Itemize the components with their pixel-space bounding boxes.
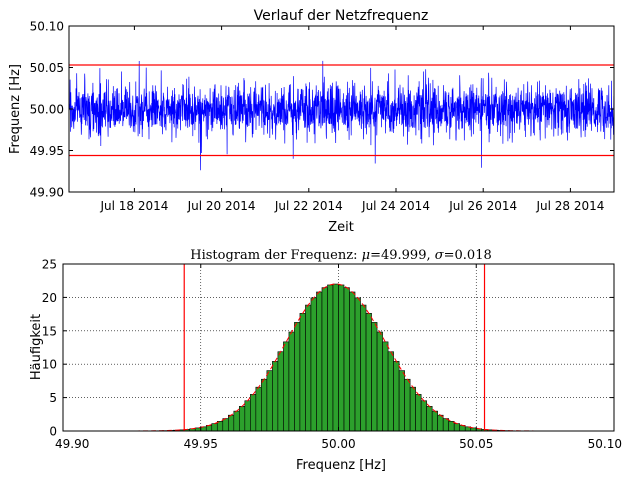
- histogram-bar: [327, 284, 334, 432]
- histogram-bar: [222, 418, 229, 432]
- histogram-bar: [266, 370, 273, 432]
- histogram-bar: [244, 400, 251, 432]
- x-tick-label: 49.90: [55, 437, 89, 451]
- histogram-bar: [437, 414, 444, 432]
- histogram-bar: [393, 361, 400, 432]
- histogram-bar: [283, 341, 290, 432]
- histogram-bar: [239, 406, 246, 432]
- histogram-bar: [272, 361, 279, 432]
- histogram-bar: [398, 370, 405, 432]
- histogram-bar: [299, 313, 306, 432]
- timeseries-x-label: Zeit: [328, 220, 354, 235]
- histogram-title-comma: ,: [426, 248, 434, 263]
- x-tick-label: 50.10: [588, 437, 622, 451]
- y-tick-label: 50.05: [30, 61, 64, 75]
- histogram-bar: [255, 386, 262, 432]
- y-tick-label: 50.10: [30, 20, 64, 34]
- series-line: [68, 60, 615, 171]
- histogram-bar: [420, 400, 427, 432]
- histogram-y-ticks: 0 5 10 15 20 25: [42, 258, 614, 439]
- x-tick-label: Jul 18 2014: [99, 199, 168, 213]
- histogram-title-eq1: =: [370, 248, 381, 263]
- histogram-bar: [294, 322, 301, 432]
- histogram-title-text: Histogram der Frequenz: [190, 248, 353, 263]
- histogram-bar: [216, 421, 224, 432]
- timeseries-data: [68, 60, 615, 171]
- histogram-title-sigma-value: 0.018: [455, 248, 492, 263]
- histogram-bar: [343, 287, 350, 432]
- x-tick-label: Jul 26 2014: [448, 199, 517, 213]
- histogram-bar: [211, 423, 218, 432]
- histogram-bar: [338, 284, 345, 432]
- timeseries-title: Verlauf der Netzfrequenz: [254, 8, 429, 24]
- y-tick-label: 10: [42, 358, 57, 372]
- histogram-bar: [354, 297, 361, 432]
- x-tick-label: 50.05: [459, 437, 493, 451]
- histogram-x-ticks: 49.90 49.95 50.00 50.05 50.10: [55, 264, 622, 451]
- histogram-bar: [332, 283, 339, 432]
- x-tick-label: Jul 22 2014: [274, 199, 343, 213]
- histogram-bar: [261, 378, 268, 432]
- histogram-bar: [376, 331, 383, 432]
- histogram-bar: [365, 313, 372, 432]
- histogram-x-label: Frequenz [Hz]: [296, 458, 386, 473]
- histogram-bar: [442, 418, 450, 432]
- histogram-bar: [360, 304, 367, 432]
- histogram-bar: [349, 291, 356, 432]
- histogram-title-mu-value: 49.999: [381, 248, 427, 263]
- histogram-bar: [316, 291, 323, 432]
- x-tick-label: Jul 28 2014: [535, 199, 604, 213]
- histogram-bar: [310, 297, 317, 432]
- histogram-bar: [228, 414, 235, 432]
- histogram-title-eq2: =: [444, 248, 455, 263]
- y-tick-label: 5: [49, 391, 57, 405]
- histogram-bar: [250, 394, 257, 432]
- timeseries-x-ticks: Jul 18 2014 Jul 20 2014 Jul 22 2014 Jul 24 …: [99, 26, 604, 213]
- histogram-bar: [382, 341, 389, 432]
- histogram-bar: [387, 351, 394, 432]
- histogram-bar: [426, 406, 433, 432]
- histogram-bar: [409, 386, 416, 432]
- histogram-bar: [453, 423, 461, 432]
- histogram-title-mu-symbol: μ: [362, 248, 370, 263]
- histogram-y-label: Häufigkeit: [29, 314, 44, 380]
- histogram-bar: [288, 331, 295, 432]
- histogram-bar: [321, 287, 328, 432]
- histogram-bar: [305, 304, 312, 432]
- x-tick-label: Jul 20 2014: [187, 199, 256, 213]
- histogram-bar: [431, 410, 438, 432]
- histogram-title-sigma-symbol: σ: [435, 248, 445, 263]
- histogram-bar: [448, 421, 455, 432]
- y-tick-label: 15: [42, 324, 57, 338]
- histogram-bar: [371, 322, 378, 432]
- timeseries-reference-lines: [69, 64, 614, 157]
- histogram-bar: [415, 394, 422, 432]
- histogram-title: Histogram der Frequenz: μ=49.999, σ=0.01…: [190, 248, 492, 263]
- histogram-reference-lines: [183, 264, 486, 431]
- y-tick-label: 49.95: [30, 144, 64, 158]
- x-tick-label: 50.00: [321, 437, 355, 451]
- timeseries-y-label: Frequenz [Hz]: [8, 64, 23, 154]
- timeseries-y-ticks: 49.90 49.95 50.00 50.05 50.10: [30, 20, 614, 200]
- histogram-title-sep: :: [353, 248, 362, 263]
- y-tick-label: 25: [42, 258, 57, 272]
- y-tick-label: 50.00: [30, 103, 64, 117]
- histogram-chart: Histogram der Frequenz: μ=49.999, σ=0.01…: [29, 248, 622, 473]
- x-tick-label: 49.95: [184, 437, 218, 451]
- y-tick-label: 49.90: [30, 186, 64, 200]
- histogram-bar: [404, 378, 411, 432]
- y-tick-label: 20: [42, 291, 57, 305]
- histogram-bar: [277, 351, 284, 432]
- histogram-bar: [233, 410, 240, 432]
- timeseries-chart: Verlauf der Netzfrequenz 49.90 49.95 50.00…: [8, 8, 615, 235]
- x-tick-label: Jul 24 2014: [361, 199, 430, 213]
- histogram-bars: [112, 283, 560, 432]
- y-tick-label: 0: [49, 425, 57, 439]
